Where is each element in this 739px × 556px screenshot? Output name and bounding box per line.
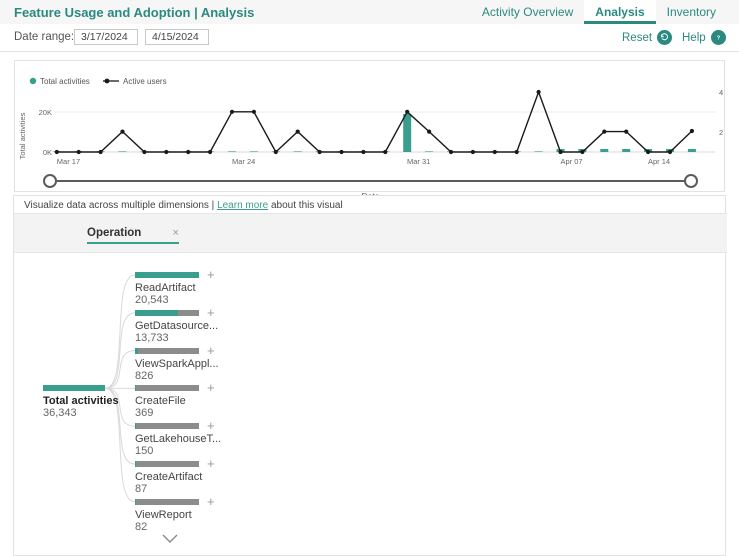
svg-text:?: ?	[716, 35, 720, 41]
svg-text:Apr 14: Apr 14	[648, 157, 670, 166]
svg-text:Active users: Active users	[725, 115, 726, 156]
svg-text:Apr 07: Apr 07	[561, 157, 583, 166]
svg-text:0K: 0K	[43, 148, 52, 157]
svg-text:20K: 20K	[39, 108, 52, 117]
svg-text:Mar 31: Mar 31	[407, 157, 430, 166]
svg-text:Total activities: Total activities	[18, 112, 27, 159]
svg-text:Mar 24: Mar 24	[232, 157, 255, 166]
svg-text:2: 2	[719, 128, 723, 137]
svg-text:Mar 17: Mar 17	[57, 157, 80, 166]
svg-text:Active users: Active users	[123, 77, 167, 86]
svg-text:Total activities: Total activities	[40, 77, 90, 86]
svg-text:4: 4	[719, 88, 723, 97]
